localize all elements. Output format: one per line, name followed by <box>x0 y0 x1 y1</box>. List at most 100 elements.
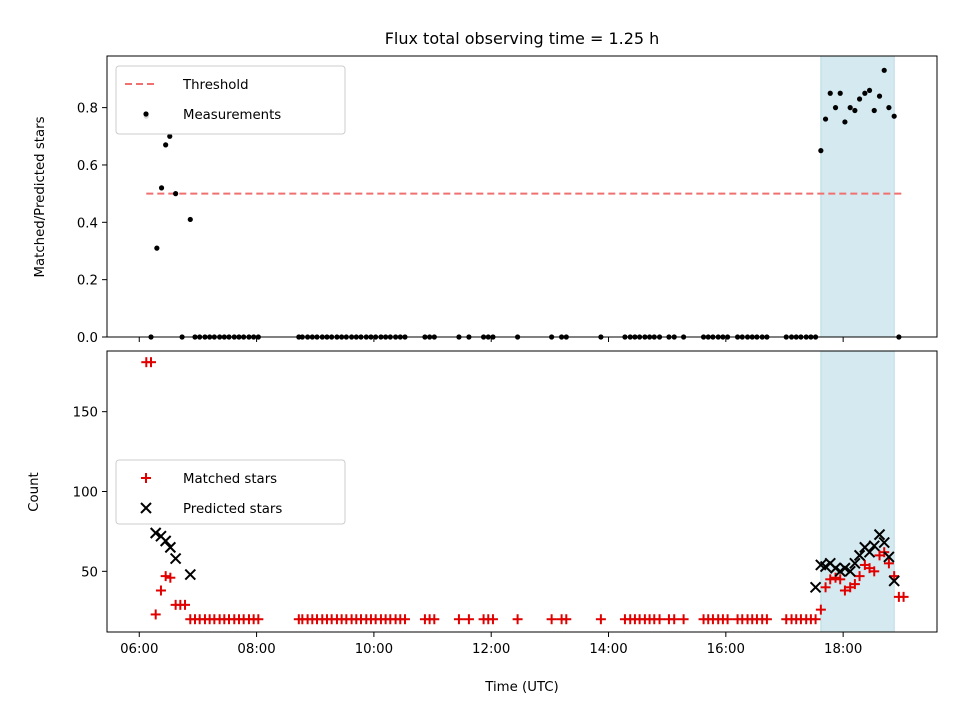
measurements-point <box>163 142 169 148</box>
highlight-span-rect <box>820 55 895 338</box>
measurements-point <box>891 113 897 119</box>
matched-stars-point <box>145 357 156 368</box>
predicted-stars-point <box>844 565 856 578</box>
predicted-stars-point <box>149 527 162 539</box>
x-tick-label: 10:00 <box>355 642 393 657</box>
y-tick-label: 0.6 <box>77 159 98 174</box>
legend-box <box>115 65 346 135</box>
matched-stars-point <box>512 614 523 625</box>
measurements-point <box>827 90 833 96</box>
chart-title: Flux total observing time = 1.25 h <box>385 29 660 48</box>
predicted-stars-point <box>868 540 880 552</box>
predicted-stars-point <box>169 552 182 565</box>
predicted-stars-point-b <box>878 536 890 549</box>
predicted-stars-point <box>849 557 861 570</box>
measurements-point <box>818 148 824 154</box>
predicted-stars-point <box>839 562 851 574</box>
matched-stars-point <box>165 572 176 583</box>
highlight-span <box>820 350 895 633</box>
highlight-span-rect <box>820 350 895 633</box>
matched-stars-point <box>678 614 689 625</box>
y-tick-label: 0.2 <box>77 274 98 289</box>
measurements-point <box>158 185 165 191</box>
predicted-stars-point-b <box>149 527 162 539</box>
matched-stars-point <box>669 614 680 625</box>
y-axis-label: Matched/Predicted stars <box>33 116 48 277</box>
y-tick-label: 150 <box>73 406 98 421</box>
matched-stars-point <box>830 572 841 583</box>
measurements-point <box>822 116 829 122</box>
measurements-point <box>866 87 873 94</box>
matched-stars-point <box>722 614 733 625</box>
matched-stars-point <box>463 614 474 625</box>
predicted-stars-point-b <box>824 557 836 570</box>
matched-stars-point <box>854 571 865 582</box>
matched-stars-point <box>487 614 498 625</box>
measurements-point <box>862 90 868 96</box>
legend-swatch-predicted-stars <box>140 502 152 514</box>
matched-stars-point <box>160 571 171 582</box>
predicted-stars-point-b <box>868 540 880 552</box>
predicted-stars-point-b <box>863 546 876 558</box>
matched-stars-point <box>839 585 850 596</box>
predicted-stars-point <box>853 549 866 562</box>
predicted-stars-point-b <box>853 549 866 562</box>
legend-label-measurements: Measurements <box>183 108 281 123</box>
matched-stars-point <box>453 614 464 625</box>
bottom-panel: 06:00 08:00 10:00 12:00 14:00 16:00 18:00 50 100… <box>27 350 938 695</box>
matched-stars-point <box>180 599 191 610</box>
predicted-stars-point <box>863 546 876 558</box>
predicted-stars-point-b <box>815 559 827 571</box>
matched-stars-point <box>654 614 665 625</box>
matched-stars-point <box>150 609 161 620</box>
measurements-point <box>173 191 179 197</box>
axes-frame <box>106 55 938 338</box>
axes-frame <box>106 350 938 633</box>
predicted-stars-point-b <box>883 551 895 563</box>
x-tick-label: 18:00 <box>824 642 862 657</box>
legend-swatch-predicted-stars-b <box>140 502 152 514</box>
predicted-stars-point-b <box>839 562 851 574</box>
predicted-stars-point-b <box>164 541 177 554</box>
measurements-point <box>847 105 853 111</box>
measurements-point <box>856 96 863 102</box>
highlight-span <box>820 55 895 338</box>
matched-stars-point <box>815 604 826 615</box>
axis-ticks: 06:00 08:00 10:00 12:00 14:00 16:00 18:00 50 100… <box>73 406 863 657</box>
x-tick-label: 06:00 <box>120 642 158 657</box>
top-panel: 0.00.20.40.60.8 Matched/Predicted stars … <box>33 55 938 346</box>
predicted-stars-point-b <box>169 552 182 565</box>
measurements-point <box>832 105 839 111</box>
predicted-stars-point-b <box>849 557 861 570</box>
x-tick-label: 16:00 <box>707 642 745 657</box>
predicted-stars-point-b <box>159 535 172 547</box>
legend-label-threshold: Threshold <box>182 78 249 93</box>
matched-stars-point <box>546 614 557 625</box>
legend-label-matched-stars: Matched stars <box>183 472 277 487</box>
measurements-point <box>187 216 193 223</box>
matched-stars-point <box>253 614 264 625</box>
predicted-stars-point <box>883 551 895 563</box>
predicted-stars-point <box>809 581 822 594</box>
legend-swatch-matched-stars <box>141 473 151 483</box>
matched-stars-point <box>835 574 846 585</box>
matched-stars-point <box>561 614 572 625</box>
predicted-stars-point-b <box>888 575 900 587</box>
predicted-stars-point-b <box>844 565 856 578</box>
matched-stars-point <box>889 571 900 582</box>
y-tick-label: 0.0 <box>77 331 98 346</box>
measurements-point <box>167 133 173 139</box>
legend-box <box>115 459 346 525</box>
predicted-stars-point-b <box>809 581 822 594</box>
predicted-stars-point-b <box>184 568 197 581</box>
measurements-point <box>881 67 887 73</box>
axis-ticks: 0.0 0.2 0.4 0.6 0.8 <box>77 102 844 346</box>
legend-label-predicted-stars: Predicted stars <box>183 502 282 517</box>
matched-stars-point <box>429 614 440 625</box>
predicted-stars-point-b <box>873 528 886 541</box>
measurements-point <box>886 105 892 111</box>
matched-stars-point <box>898 591 909 602</box>
measurements-point <box>842 119 848 125</box>
legend: Threshold Measurements <box>115 65 346 135</box>
